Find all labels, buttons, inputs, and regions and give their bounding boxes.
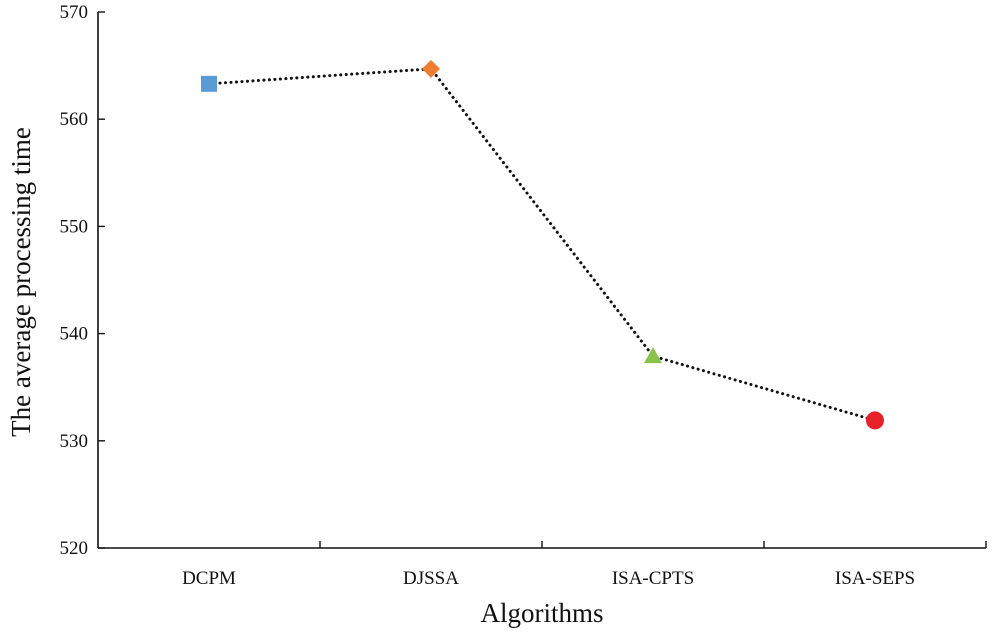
x-tick-label: ISA-SEPS — [835, 568, 915, 589]
y-tick-label: 570 — [60, 2, 89, 23]
y-axis-title: The average processing time — [6, 127, 36, 437]
y-tick-label: 540 — [60, 324, 89, 345]
x-tick-label: DCPM — [182, 568, 236, 589]
y-axis: 520 530 540 550 560 570 — [60, 2, 105, 559]
x-axis: DCPM DJSSA ISA-CPTS ISA-SEPS — [98, 541, 987, 589]
data-point-isa-seps — [866, 411, 884, 430]
x-axis-title: Algorithms — [480, 598, 603, 628]
x-tick-label: ISA-CPTS — [612, 568, 694, 589]
y-tick-label: 550 — [60, 216, 89, 237]
y-tick-label: 530 — [60, 431, 89, 452]
x-tick-label: DJSSA — [403, 568, 459, 589]
data-point-djssa — [422, 59, 440, 78]
y-tick-label: 520 — [60, 538, 89, 559]
y-tick-label: 560 — [60, 109, 89, 130]
data-point-isa-cpts — [644, 347, 662, 364]
series-line — [207, 67, 877, 422]
data-point-dcpm — [201, 75, 217, 92]
series-average-processing-time — [201, 59, 884, 430]
